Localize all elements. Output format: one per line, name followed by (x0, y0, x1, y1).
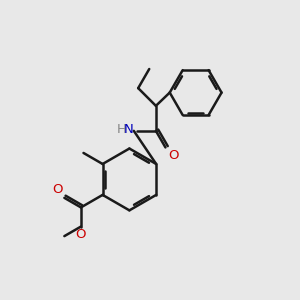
Text: O: O (168, 149, 178, 162)
Text: O: O (76, 228, 86, 241)
Text: O: O (52, 183, 63, 196)
Text: N: N (124, 123, 134, 136)
Text: H: H (116, 123, 126, 136)
